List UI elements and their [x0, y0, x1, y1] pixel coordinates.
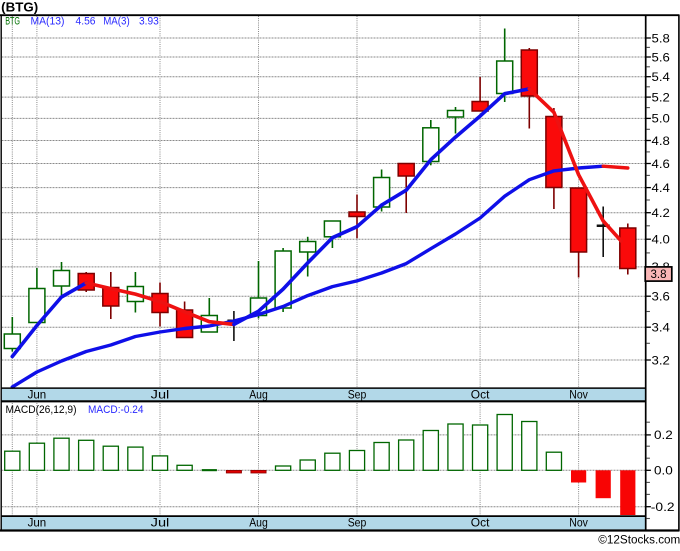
svg-text:5.6: 5.6 [652, 50, 671, 64]
svg-text:4.6: 4.6 [652, 157, 671, 171]
svg-text:BTG: BTG [5, 16, 20, 28]
svg-text:3.8: 3.8 [651, 269, 667, 281]
svg-text:3.4: 3.4 [652, 321, 671, 335]
svg-text:MA(13): MA(13) [31, 16, 65, 28]
svg-text:4.2: 4.2 [652, 206, 671, 220]
svg-text:4.8: 4.8 [652, 134, 671, 148]
svg-text:0.0: 0.0 [654, 464, 673, 478]
svg-text:Jun: Jun [28, 388, 47, 402]
svg-text:-0.2: -0.2 [651, 500, 675, 514]
svg-text:Aug: Aug [249, 515, 268, 529]
svg-text:Sep: Sep [348, 515, 367, 529]
svg-text:3.6: 3.6 [652, 290, 671, 304]
svg-text:3.2: 3.2 [652, 353, 671, 367]
svg-text:Jul: Jul [151, 515, 170, 529]
svg-text:5.2: 5.2 [652, 90, 671, 104]
svg-text:(BTG): (BTG) [1, 0, 38, 14]
svg-text:4.4: 4.4 [652, 181, 671, 195]
svg-text:Oct: Oct [471, 515, 490, 529]
svg-text:Nov: Nov [569, 388, 588, 402]
svg-text:0.2: 0.2 [654, 428, 673, 442]
svg-text:Sep: Sep [348, 388, 367, 402]
svg-text:Oct: Oct [471, 388, 490, 402]
svg-text:Nov: Nov [569, 515, 588, 529]
svg-text:4.56: 4.56 [76, 16, 96, 28]
svg-text:©12Stocks.com: ©12Stocks.com [598, 533, 680, 546]
svg-text:Aug: Aug [249, 388, 268, 402]
svg-text:MACD(26,12,9): MACD(26,12,9) [6, 404, 77, 416]
svg-text:Jul: Jul [151, 388, 170, 402]
svg-text:5.4: 5.4 [652, 70, 671, 84]
svg-text:MA(3): MA(3) [103, 16, 130, 28]
svg-text:5.0: 5.0 [652, 112, 671, 126]
svg-text:5.8: 5.8 [652, 31, 671, 45]
svg-text:3.93: 3.93 [139, 16, 159, 28]
svg-text:4.0: 4.0 [652, 233, 671, 247]
svg-text:MACD:-0.24: MACD:-0.24 [88, 404, 144, 416]
svg-text:Jun: Jun [28, 515, 47, 529]
